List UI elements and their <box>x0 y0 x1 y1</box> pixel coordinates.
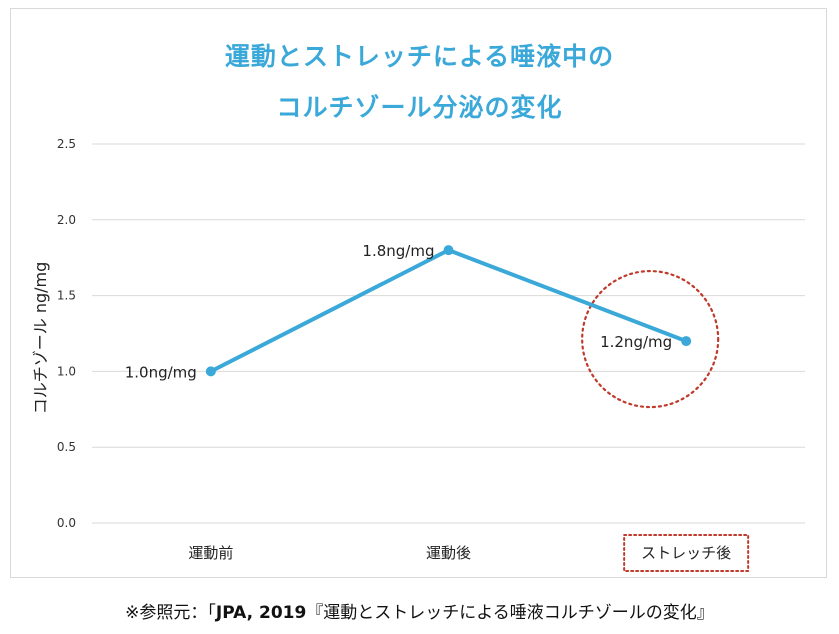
y-tick-label: 2.5 <box>57 137 76 151</box>
data-labels: 1.0ng/mg 1.8ng/mg 1.2ng/mg <box>125 242 672 381</box>
y-tick-label: 1.5 <box>57 289 76 303</box>
data-label: 1.2ng/mg <box>600 333 672 351</box>
y-tick-label: 2.0 <box>57 213 76 227</box>
chart-frame <box>10 8 827 578</box>
y-tick-labels: 0.0 0.5 1.0 1.5 2.0 2.5 <box>57 137 76 530</box>
source-suffix: 『運動とストレッチによる唾液コルチゾールの変化』 <box>306 603 714 623</box>
x-tick-labels: 運動前 運動後 ストレッチ後 <box>188 544 731 562</box>
series-line <box>209 248 687 374</box>
y-axis-label: コルチゾール ng/mg <box>31 262 50 415</box>
y-tick-label: 1.0 <box>57 364 76 378</box>
data-label: 1.8ng/mg <box>362 242 434 260</box>
y-tick-label: 0.5 <box>57 440 76 454</box>
source-bold: JPA, 2019 <box>215 603 307 623</box>
x-tick-label: ストレッチ後 <box>641 544 731 562</box>
series-line-group <box>205 245 692 377</box>
source-prefix: ※参照元：「 <box>125 603 216 623</box>
data-point <box>205 366 216 377</box>
chart-title-line1: 運動とストレッチによる唾液中の <box>224 42 615 71</box>
highlight-box <box>623 534 750 572</box>
chart-title-line2: コルチゾール分泌の変化 <box>276 93 563 122</box>
highlight-marks <box>581 269 750 572</box>
data-label: 1.0ng/mg <box>125 363 197 381</box>
data-point <box>681 336 692 347</box>
source-citation: ※参照元：「JPA, 2019『運動とストレッチによる唾液コルチゾールの変化』 <box>0 598 839 623</box>
data-point <box>443 245 454 256</box>
y-tick-label: 0.0 <box>57 516 76 530</box>
highlight-circle <box>581 269 720 409</box>
x-tick-label: 運動後 <box>426 544 471 562</box>
grid-lines <box>92 143 805 524</box>
x-tick-label: 運動前 <box>188 544 233 562</box>
